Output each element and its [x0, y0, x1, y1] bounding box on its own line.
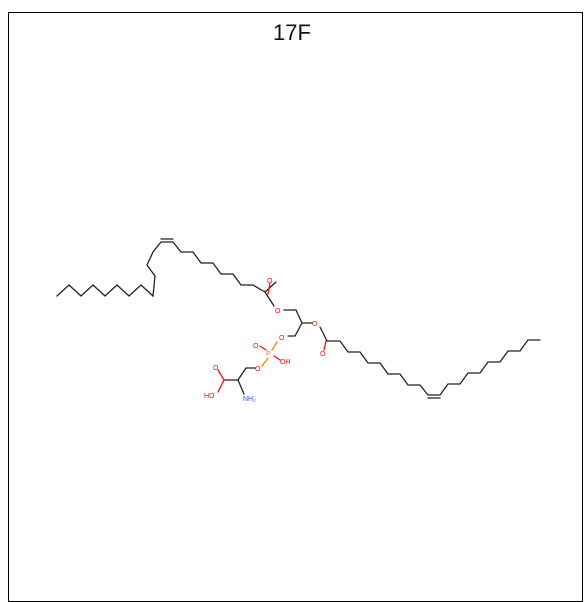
- bond-p-obridge2: [261, 357, 269, 367]
- bond-ch-ch2b: [294, 322, 303, 337]
- bond-ch2-calpha: [237, 367, 247, 381]
- figure-frame: [8, 12, 583, 602]
- acyl-chain-2: [326, 339, 541, 396]
- acyl-chain-1-upper: [56, 241, 266, 298]
- atom-o-ester-1: O: [275, 308, 281, 315]
- atom-o-p-hydroxyl: OH: [280, 359, 291, 366]
- atom-o-p-double: O: [253, 343, 259, 350]
- bond-c2-o-double: [323, 340, 327, 351]
- bond-c1-oester: [264, 291, 275, 307]
- bond-c1-o-double: [267, 282, 271, 295]
- atom-o-carbonyl-2: O: [320, 351, 326, 358]
- bond-oester2-c: [319, 326, 328, 342]
- atom-o-acid-hydroxyl: HO: [204, 393, 215, 400]
- atom-o-phosphate-bridge-1: O: [279, 335, 285, 342]
- bond-p-odouble: [259, 345, 267, 351]
- figure-title: 17F: [273, 20, 311, 45]
- bond-c1-co: [264, 281, 277, 293]
- bond-cacid-odouble: [217, 369, 225, 381]
- atom-o-ester-2: O: [312, 321, 318, 328]
- atom-o-acid-carbonyl: O: [213, 365, 219, 372]
- bond-ch2-ch: [295, 309, 303, 324]
- atom-n-amine: NH₂: [243, 396, 256, 403]
- molecule-structure: O O O O O P O OH O O HO NH₂: [56, 238, 541, 403]
- atom-o-phosphate-bridge-2: O: [255, 366, 261, 373]
- atom-o-carbonyl-1: O: [267, 278, 273, 285]
- bond-p-oh: [273, 355, 281, 361]
- atom-p: P: [266, 351, 271, 358]
- bond-obridge-p: [271, 341, 278, 351]
- bond-calpha-n: [237, 379, 245, 395]
- bond-cacid-oh: [217, 379, 225, 393]
